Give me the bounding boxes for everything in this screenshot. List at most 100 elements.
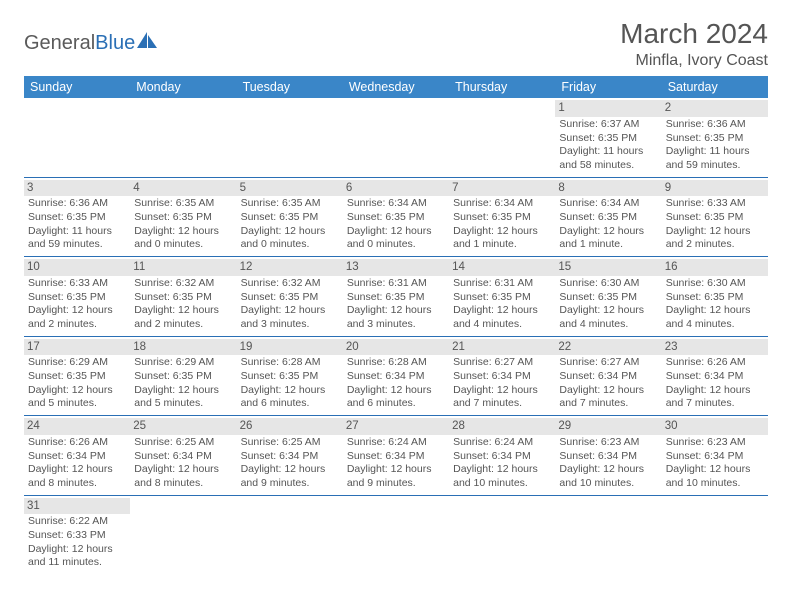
daylight-text: Daylight: 12 hours and 7 minutes. bbox=[559, 384, 657, 411]
daylight-text: Daylight: 12 hours and 9 minutes. bbox=[241, 463, 339, 490]
sunset-text: Sunset: 6:34 PM bbox=[347, 450, 445, 464]
calendar-cell: 14Sunrise: 6:31 AMSunset: 6:35 PMDayligh… bbox=[449, 257, 555, 337]
calendar-cell: 1Sunrise: 6:37 AMSunset: 6:35 PMDaylight… bbox=[555, 98, 661, 177]
calendar-cell bbox=[449, 98, 555, 177]
daylight-text: Daylight: 12 hours and 0 minutes. bbox=[134, 225, 232, 252]
logo: GeneralBlue bbox=[24, 18, 159, 55]
daylight-text: Daylight: 12 hours and 5 minutes. bbox=[28, 384, 126, 411]
day-number: 1 bbox=[555, 100, 661, 117]
sunrise-text: Sunrise: 6:25 AM bbox=[134, 436, 232, 450]
day-number: 7 bbox=[449, 180, 555, 197]
sunset-text: Sunset: 6:35 PM bbox=[134, 291, 232, 305]
sunset-text: Sunset: 6:34 PM bbox=[241, 450, 339, 464]
calendar-cell bbox=[449, 495, 555, 574]
daylight-text: Daylight: 11 hours and 59 minutes. bbox=[28, 225, 126, 252]
calendar-cell bbox=[555, 495, 661, 574]
daylight-text: Daylight: 12 hours and 6 minutes. bbox=[241, 384, 339, 411]
day-number: 31 bbox=[24, 498, 130, 515]
daylight-text: Daylight: 12 hours and 2 minutes. bbox=[666, 225, 764, 252]
day-number: 18 bbox=[130, 339, 236, 356]
calendar-cell: 13Sunrise: 6:31 AMSunset: 6:35 PMDayligh… bbox=[343, 257, 449, 337]
sunrise-text: Sunrise: 6:27 AM bbox=[453, 356, 551, 370]
calendar-body: 1Sunrise: 6:37 AMSunset: 6:35 PMDaylight… bbox=[24, 98, 768, 574]
sunset-text: Sunset: 6:35 PM bbox=[28, 291, 126, 305]
calendar-cell bbox=[130, 98, 236, 177]
calendar-cell: 27Sunrise: 6:24 AMSunset: 6:34 PMDayligh… bbox=[343, 416, 449, 496]
sunrise-text: Sunrise: 6:26 AM bbox=[666, 356, 764, 370]
sunrise-text: Sunrise: 6:33 AM bbox=[666, 197, 764, 211]
sunrise-text: Sunrise: 6:37 AM bbox=[559, 118, 657, 132]
logo-text-blue: Blue bbox=[95, 32, 135, 55]
sunset-text: Sunset: 6:35 PM bbox=[559, 291, 657, 305]
calendar-row: 10Sunrise: 6:33 AMSunset: 6:35 PMDayligh… bbox=[24, 257, 768, 337]
sunset-text: Sunset: 6:33 PM bbox=[28, 529, 126, 543]
sunrise-text: Sunrise: 6:29 AM bbox=[28, 356, 126, 370]
logo-text-general: General bbox=[24, 32, 95, 55]
month-title: March 2024 bbox=[620, 18, 768, 50]
sunset-text: Sunset: 6:34 PM bbox=[347, 370, 445, 384]
sunset-text: Sunset: 6:34 PM bbox=[559, 370, 657, 384]
daylight-text: Daylight: 12 hours and 8 minutes. bbox=[134, 463, 232, 490]
calendar-cell: 25Sunrise: 6:25 AMSunset: 6:34 PMDayligh… bbox=[130, 416, 236, 496]
sunrise-text: Sunrise: 6:36 AM bbox=[666, 118, 764, 132]
sunset-text: Sunset: 6:35 PM bbox=[666, 291, 764, 305]
daylight-text: Daylight: 12 hours and 6 minutes. bbox=[347, 384, 445, 411]
calendar-cell bbox=[24, 98, 130, 177]
day-number: 19 bbox=[237, 339, 343, 356]
col-saturday: Saturday bbox=[662, 76, 768, 98]
calendar-cell bbox=[130, 495, 236, 574]
sunset-text: Sunset: 6:35 PM bbox=[666, 211, 764, 225]
day-number: 8 bbox=[555, 180, 661, 197]
sunrise-text: Sunrise: 6:28 AM bbox=[241, 356, 339, 370]
calendar-cell: 5Sunrise: 6:35 AMSunset: 6:35 PMDaylight… bbox=[237, 177, 343, 257]
calendar-cell: 31Sunrise: 6:22 AMSunset: 6:33 PMDayligh… bbox=[24, 495, 130, 574]
calendar-cell: 29Sunrise: 6:23 AMSunset: 6:34 PMDayligh… bbox=[555, 416, 661, 496]
calendar-cell: 10Sunrise: 6:33 AMSunset: 6:35 PMDayligh… bbox=[24, 257, 130, 337]
col-tuesday: Tuesday bbox=[237, 76, 343, 98]
sunrise-text: Sunrise: 6:32 AM bbox=[241, 277, 339, 291]
sunset-text: Sunset: 6:35 PM bbox=[559, 211, 657, 225]
day-number: 3 bbox=[24, 180, 130, 197]
header: GeneralBlue March 2024 Minfla, Ivory Coa… bbox=[24, 18, 768, 70]
day-number: 12 bbox=[237, 259, 343, 276]
sunset-text: Sunset: 6:35 PM bbox=[241, 370, 339, 384]
daylight-text: Daylight: 12 hours and 5 minutes. bbox=[134, 384, 232, 411]
daylight-text: Daylight: 12 hours and 10 minutes. bbox=[453, 463, 551, 490]
calendar-cell: 28Sunrise: 6:24 AMSunset: 6:34 PMDayligh… bbox=[449, 416, 555, 496]
daylight-text: Daylight: 11 hours and 58 minutes. bbox=[559, 145, 657, 172]
calendar-cell: 23Sunrise: 6:26 AMSunset: 6:34 PMDayligh… bbox=[662, 336, 768, 416]
sunrise-text: Sunrise: 6:24 AM bbox=[453, 436, 551, 450]
calendar-cell: 15Sunrise: 6:30 AMSunset: 6:35 PMDayligh… bbox=[555, 257, 661, 337]
sunset-text: Sunset: 6:35 PM bbox=[134, 211, 232, 225]
col-thursday: Thursday bbox=[449, 76, 555, 98]
calendar-row: 1Sunrise: 6:37 AMSunset: 6:35 PMDaylight… bbox=[24, 98, 768, 177]
sunrise-text: Sunrise: 6:34 AM bbox=[453, 197, 551, 211]
title-block: March 2024 Minfla, Ivory Coast bbox=[620, 18, 768, 70]
sunrise-text: Sunrise: 6:25 AM bbox=[241, 436, 339, 450]
sunrise-text: Sunrise: 6:29 AM bbox=[134, 356, 232, 370]
day-number: 20 bbox=[343, 339, 449, 356]
sunrise-text: Sunrise: 6:33 AM bbox=[28, 277, 126, 291]
calendar-row: 3Sunrise: 6:36 AMSunset: 6:35 PMDaylight… bbox=[24, 177, 768, 257]
daylight-text: Daylight: 12 hours and 4 minutes. bbox=[666, 304, 764, 331]
daylight-text: Daylight: 12 hours and 3 minutes. bbox=[347, 304, 445, 331]
sunrise-text: Sunrise: 6:23 AM bbox=[666, 436, 764, 450]
calendar-cell: 2Sunrise: 6:36 AMSunset: 6:35 PMDaylight… bbox=[662, 98, 768, 177]
sunset-text: Sunset: 6:35 PM bbox=[241, 291, 339, 305]
sunset-text: Sunset: 6:35 PM bbox=[559, 132, 657, 146]
daylight-text: Daylight: 12 hours and 4 minutes. bbox=[453, 304, 551, 331]
day-number: 25 bbox=[130, 418, 236, 435]
sunset-text: Sunset: 6:34 PM bbox=[28, 450, 126, 464]
sunrise-text: Sunrise: 6:36 AM bbox=[28, 197, 126, 211]
daylight-text: Daylight: 12 hours and 1 minute. bbox=[559, 225, 657, 252]
col-wednesday: Wednesday bbox=[343, 76, 449, 98]
daylight-text: Daylight: 12 hours and 2 minutes. bbox=[134, 304, 232, 331]
sunset-text: Sunset: 6:35 PM bbox=[453, 291, 551, 305]
calendar-cell: 9Sunrise: 6:33 AMSunset: 6:35 PMDaylight… bbox=[662, 177, 768, 257]
sunrise-text: Sunrise: 6:31 AM bbox=[347, 277, 445, 291]
calendar-cell: 4Sunrise: 6:35 AMSunset: 6:35 PMDaylight… bbox=[130, 177, 236, 257]
day-number: 24 bbox=[24, 418, 130, 435]
day-number: 6 bbox=[343, 180, 449, 197]
sunrise-text: Sunrise: 6:35 AM bbox=[241, 197, 339, 211]
calendar-cell bbox=[343, 495, 449, 574]
